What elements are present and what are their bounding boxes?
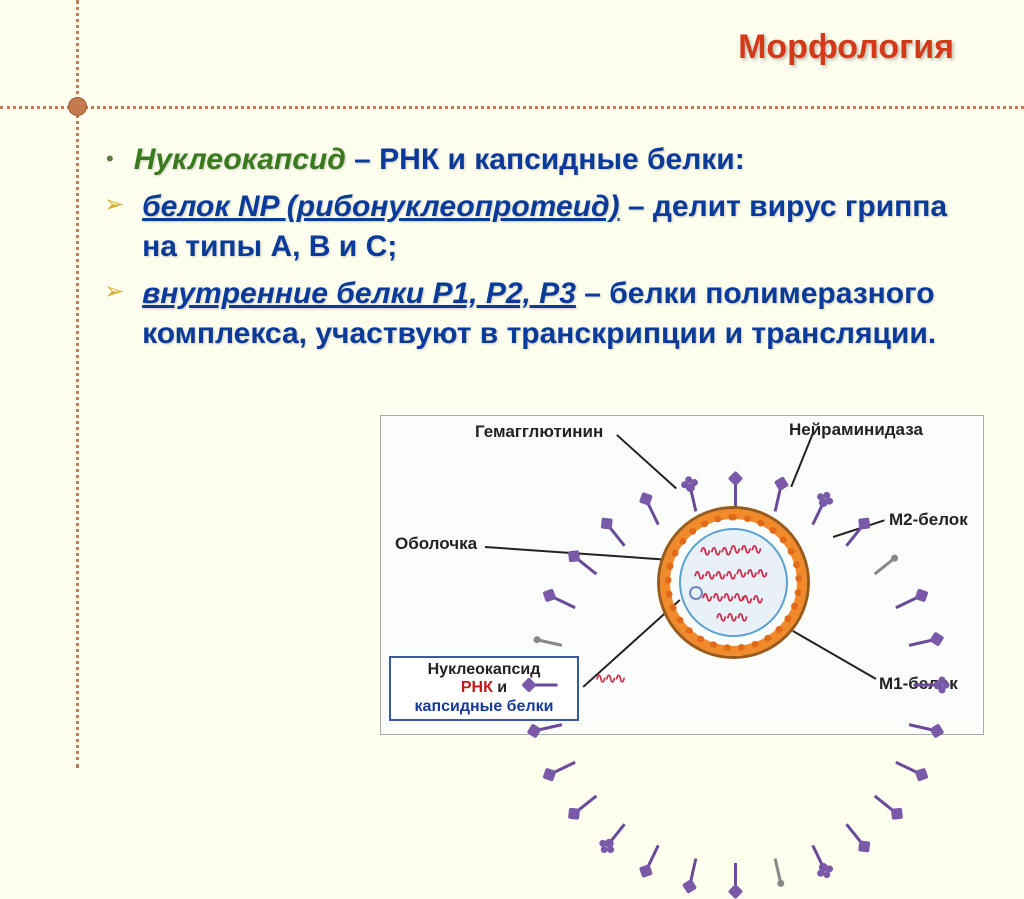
- neuraminidase-spike: [688, 485, 697, 511]
- hemagglutinin-spike: [551, 760, 576, 774]
- label-m2: М2-белок: [889, 510, 968, 530]
- polymerase-complex-icon: [689, 586, 703, 600]
- hemagglutinin-spike: [908, 723, 934, 732]
- hemagglutinin-spike: [607, 524, 626, 546]
- hemagglutinin-spike: [734, 863, 737, 889]
- hemagglutinin-spike: [536, 723, 562, 732]
- neuraminidase-spike: [913, 683, 939, 686]
- hemagglutinin-spike: [895, 760, 920, 774]
- slide-title: Морфология: [738, 28, 954, 67]
- nbox-line3: капсидные белки: [415, 698, 554, 715]
- term-nucleocapsid: Нуклеокапсид: [134, 143, 346, 176]
- neuraminidase-spike: [811, 500, 825, 525]
- grid-intersection-dot: [69, 98, 86, 115]
- hemagglutinin-spike: [908, 638, 934, 647]
- text-b1-rest: – РНК и капсидные белки:: [346, 143, 745, 176]
- bullet-internal-proteins: ➢ внутренние белки Р1, Р2, Р3 – белки по…: [106, 274, 976, 355]
- bullet-np-protein: ➢ белок NP (рибонуклеопротеид) – делит в…: [106, 187, 976, 268]
- neuraminidase-spike: [811, 844, 825, 869]
- nbox-and: и: [497, 679, 507, 696]
- hemagglutinin-spike: [645, 844, 659, 869]
- mini-squiggle-icon: ∿∿∿: [595, 670, 624, 687]
- hemagglutinin-spike: [734, 481, 737, 507]
- bullet-nucleocapsid: • Нуклеокапсид – РНК и капсидные белки:: [106, 140, 976, 181]
- m2-channel: [536, 638, 562, 647]
- core-inner: ∿∿∿ ∿∿∿ ∿∿∿∿ ∿∿∿ ∿∿∿∿ ∿∿ ∿∿∿: [679, 528, 788, 637]
- arrow-bullet-icon: ➢: [104, 276, 124, 308]
- nbox-line1: Нуклеокапсид: [428, 661, 541, 678]
- hemagglutinin-spike: [895, 595, 920, 609]
- neuraminidase-spike: [607, 823, 626, 845]
- hemagglutinin-spike: [551, 595, 576, 609]
- rna-strand: ∿∿∿∿: [701, 588, 743, 606]
- rna-strand: ∿∿∿: [715, 608, 747, 626]
- rna-strand: ∿∿∿: [729, 540, 761, 558]
- hemagglutinin-spike: [873, 794, 895, 813]
- nucleocapsid-label-box: Нуклеокапсид РНК и капсидные белки: [389, 656, 579, 721]
- rna-strand: ∿∿∿: [699, 542, 731, 560]
- arrow-bullet-icon: ➢: [104, 189, 124, 221]
- rna-strand: ∿∿∿∿: [693, 566, 735, 584]
- hemagglutinin-spike: [645, 500, 659, 525]
- term-internal-proteins: внутренние белки Р1, Р2, Р3: [142, 277, 576, 310]
- m2-channel: [873, 556, 895, 575]
- nbox-line2: РНК: [461, 679, 493, 696]
- hemagglutinin-spike: [575, 794, 597, 813]
- hemagglutinin-spike: [531, 683, 557, 686]
- hemagglutinin-spike: [575, 556, 597, 575]
- hemagglutinin-spike: [845, 524, 864, 546]
- grid-horizontal-line: [0, 106, 1024, 109]
- label-hemagglutinin: Гемагглютинин: [475, 422, 603, 442]
- m2-channel: [773, 858, 782, 884]
- disc-bullet-icon: •: [106, 144, 114, 174]
- hemagglutinin-spike: [773, 485, 782, 511]
- hemagglutinin-spike: [845, 823, 864, 845]
- leader-neuraminidase: [790, 433, 813, 487]
- label-envelope: Оболочка: [395, 534, 477, 554]
- rna-strand: ∿∿: [741, 590, 762, 608]
- virus-particle: ∿∿∿ ∿∿∿ ∿∿∿∿ ∿∿∿ ∿∿∿∿ ∿∿ ∿∿∿: [631, 480, 836, 685]
- hemagglutinin-spike: [688, 858, 697, 884]
- slide-text-content: • Нуклеокапсид – РНК и капсидные белки: …: [106, 140, 976, 361]
- rna-strand: ∿∿∿: [735, 564, 767, 582]
- virus-diagram: Гемагглютинин Нейраминидаза М2-белок Обо…: [380, 415, 984, 735]
- grid-vertical-line: [76, 0, 79, 768]
- term-np-protein: белок NP (рибонуклеопротеид): [142, 190, 619, 223]
